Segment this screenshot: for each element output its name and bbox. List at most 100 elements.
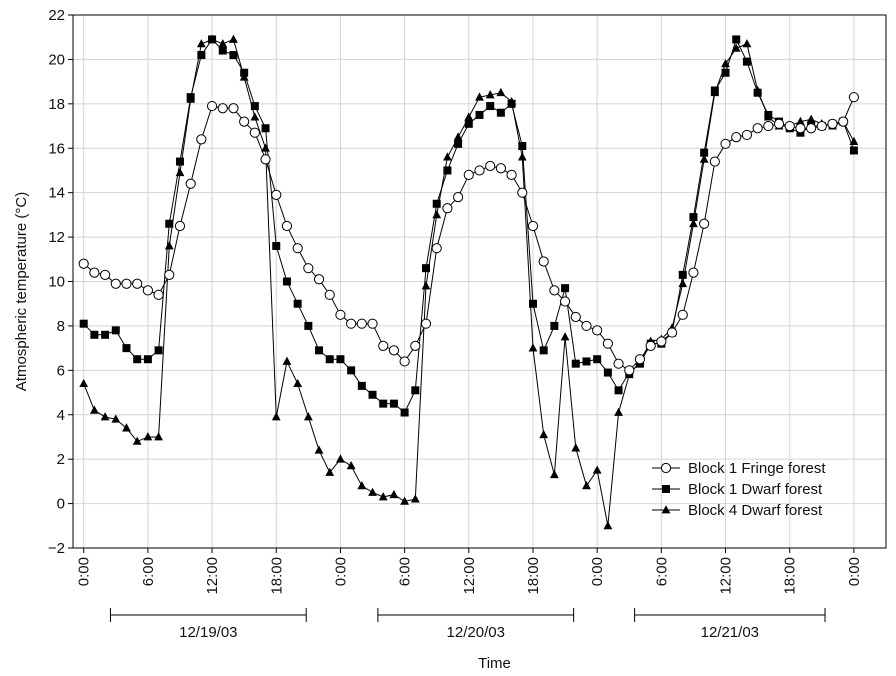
data-point	[496, 87, 506, 97]
data-point	[356, 318, 367, 329]
data-point	[624, 365, 635, 376]
x-tick-label: 18:00	[525, 557, 542, 595]
data-point	[347, 366, 356, 375]
data-point	[464, 119, 473, 128]
y-axis-label: Atmospheric temperature (°C)	[13, 192, 30, 391]
y-tick-label: 20	[48, 51, 65, 68]
data-point	[475, 92, 484, 101]
data-point	[100, 412, 110, 421]
data-point	[720, 138, 731, 149]
data-point	[688, 267, 699, 278]
x-tick-label: 18:00	[782, 557, 799, 595]
legend: Block 1 Fringe forest Block 1 Dwarf fores…	[652, 460, 826, 519]
y-tick-label: 0	[57, 496, 65, 513]
data-point	[431, 243, 442, 254]
data-point	[442, 203, 453, 214]
data-point	[132, 278, 143, 289]
data-point	[486, 102, 495, 111]
data-point	[634, 354, 646, 365]
data-point	[111, 414, 121, 423]
x-tick-label: 6:00	[397, 557, 414, 586]
data-point	[367, 318, 378, 329]
data-point	[78, 258, 89, 269]
data-point	[763, 120, 774, 132]
data-point	[506, 169, 517, 180]
data-point	[571, 359, 580, 368]
data-point	[507, 99, 516, 108]
data-point	[614, 386, 623, 395]
data-point	[110, 278, 121, 289]
x-tick-label: 0:00	[589, 557, 606, 586]
data-point	[561, 284, 570, 293]
y-tick-label: 6	[57, 362, 65, 379]
legend-label: Block 1 Fringe forest	[688, 460, 826, 477]
data-point	[528, 299, 537, 308]
data-point	[206, 100, 218, 112]
data-point	[271, 412, 281, 421]
data-point	[570, 311, 581, 323]
legend-marker	[660, 462, 672, 474]
y-tick-label: 10	[48, 274, 65, 291]
data-point	[324, 289, 335, 300]
data-point	[121, 278, 132, 289]
data-point	[325, 467, 335, 476]
data-point	[143, 432, 153, 441]
data-point	[571, 443, 581, 452]
data-point	[99, 269, 111, 280]
data-point	[603, 368, 612, 377]
data-point	[208, 35, 217, 44]
data-point	[164, 269, 175, 280]
data-point	[550, 321, 559, 330]
data-point	[228, 103, 239, 114]
x-axis-label: Time	[478, 655, 511, 672]
x-tick-label: 0:00	[332, 557, 349, 586]
data-point	[432, 210, 442, 219]
data-point	[217, 103, 228, 114]
data-point	[517, 152, 527, 161]
data-point	[196, 39, 206, 48]
data-point	[154, 346, 163, 355]
data-point	[281, 220, 293, 232]
date-ranges: 12/19/03 12/20/03 12/21/03	[109, 608, 826, 641]
data-point	[346, 318, 357, 329]
data-point	[796, 116, 805, 125]
data-point	[250, 102, 259, 111]
data-point	[368, 487, 377, 496]
data-point	[666, 327, 678, 338]
data-point	[806, 114, 816, 123]
data-point	[250, 112, 260, 121]
data-point	[528, 343, 538, 352]
data-point	[732, 35, 741, 44]
y-tick-label: 8	[57, 318, 65, 335]
data-point	[474, 165, 485, 176]
data-point	[313, 274, 325, 285]
data-point	[603, 520, 613, 530]
data-point	[421, 281, 431, 290]
data-point	[773, 118, 785, 129]
data-point	[496, 108, 505, 117]
data-point	[79, 319, 88, 328]
data-point	[700, 148, 709, 157]
data-point	[410, 340, 421, 352]
legend-marker	[662, 485, 670, 493]
data-point	[174, 220, 186, 232]
data-point	[379, 399, 388, 408]
data-point	[378, 340, 389, 352]
data-point	[111, 326, 120, 335]
data-point	[816, 120, 827, 132]
data-point	[549, 469, 559, 479]
data-point	[443, 152, 452, 161]
data-point	[689, 213, 698, 222]
data-point	[336, 454, 345, 463]
data-point	[538, 256, 549, 267]
data-point	[731, 43, 741, 52]
data-point	[282, 277, 291, 286]
data-point	[175, 167, 185, 177]
data-point	[613, 358, 624, 369]
x-tick-label: 6:00	[653, 557, 670, 586]
data-point	[710, 86, 719, 95]
data-point	[827, 118, 838, 129]
data-point	[122, 344, 131, 353]
data-point	[709, 156, 720, 167]
